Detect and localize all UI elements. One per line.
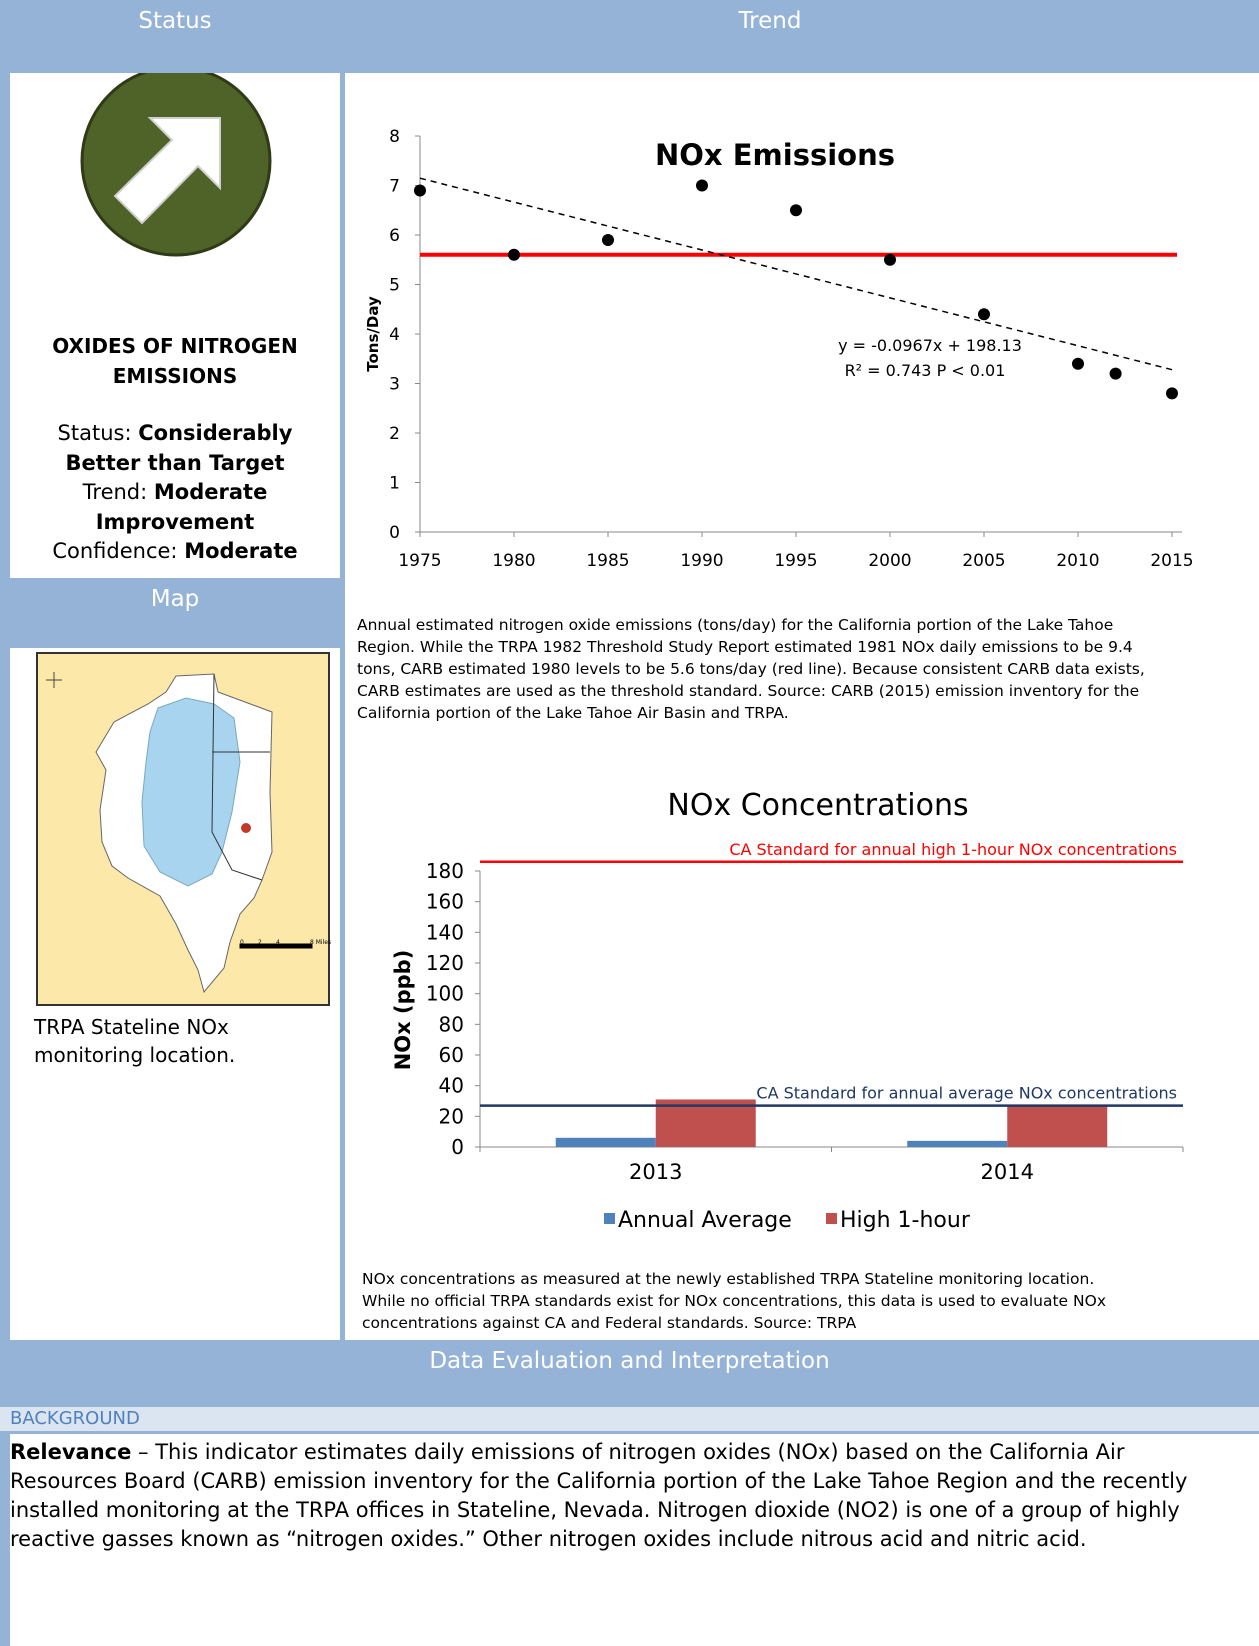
map-panel: 0 2 4 8 Miles TRPA Stateline NOx monitoring… [10, 648, 340, 1340]
status-icon [80, 73, 272, 257]
map [36, 652, 330, 1006]
trend-panel: Annual estimated nitrogen oxide emission… [345, 73, 1259, 1340]
subheading-bar: BACKGROUND [0, 1407, 1259, 1431]
body-paragraph: Relevance – This indicator estimates dai… [10, 1434, 1234, 1554]
map-scale: 0 2 4 8 Miles [240, 939, 340, 951]
map-caption: TRPA Stateline NOx monitoring location. [34, 1015, 236, 1067]
indicator-title: OXIDES OF NITROGEN EMISSIONS [52, 334, 298, 388]
relevance-text: – This indicator estimates daily emissio… [10, 1440, 1188, 1551]
status-heading: Status [138, 8, 212, 34]
status-label: Status: [57, 421, 132, 445]
confidence-value: Moderate [184, 539, 298, 563]
map-heading: Map [150, 586, 200, 612]
chart-caption: Annual estimated nitrogen oxide emission… [357, 616, 1145, 722]
status-panel: OXIDES OF NITROGEN EMISSIONS Status: Con… [10, 73, 340, 578]
trend-value: Moderate Improvement [95, 480, 268, 534]
confidence-label: Confidence: [52, 539, 178, 563]
relevance-label: Relevance [10, 1440, 132, 1464]
status-summary: Status: Considerably Better than Target … [20, 419, 330, 567]
scale-label: 8 Miles [310, 939, 332, 946]
subheading: BACKGROUND [10, 1408, 140, 1429]
scale-label: 0 [240, 939, 244, 946]
scale-label: 4 [276, 939, 280, 946]
status-value: Considerably Better than Target [65, 421, 293, 475]
body-text-panel: Relevance – This indicator estimates dai… [10, 1434, 1259, 1646]
trend-label: Trend: [82, 480, 148, 504]
trend-heading: Trend [738, 8, 802, 34]
chart-caption: NOx concentrations as measured at the ne… [362, 1270, 1106, 1332]
compass [46, 672, 62, 688]
section-heading: Data Evaluation and Interpretation [429, 1348, 830, 1374]
scale-label: 2 [258, 939, 262, 946]
